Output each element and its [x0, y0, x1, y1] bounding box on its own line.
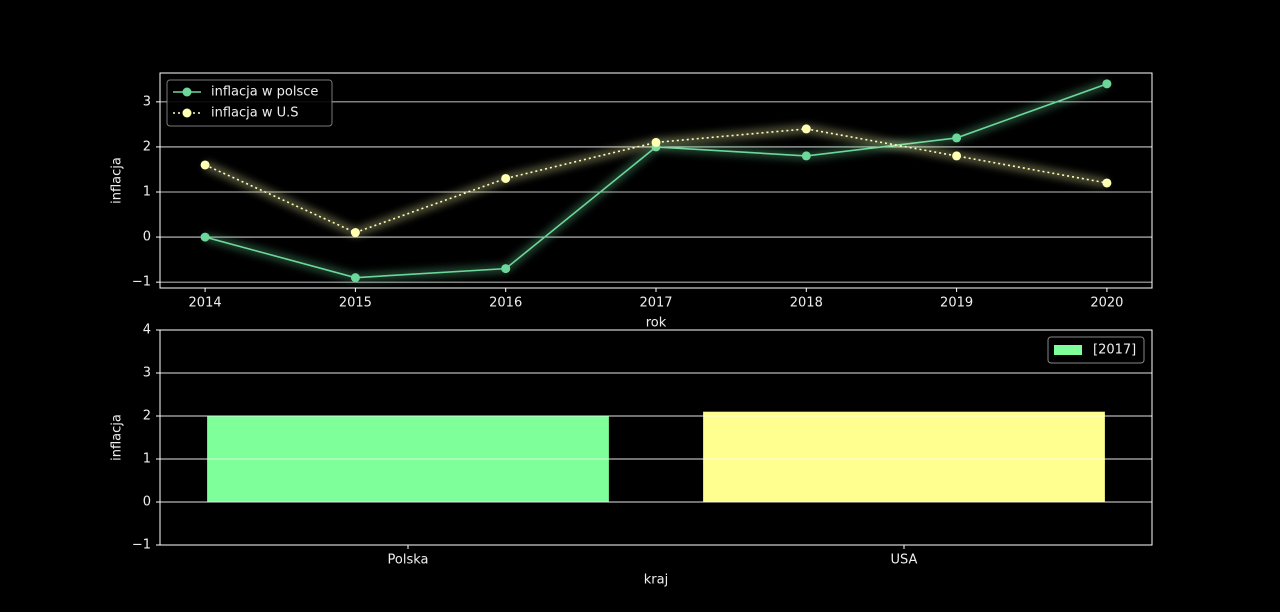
y-tick-label: −1 — [132, 275, 151, 290]
y-tick-label: 2 — [143, 409, 151, 424]
legend-box — [166, 79, 333, 127]
y-tick-label: 1 — [143, 184, 151, 199]
legend-marker — [182, 108, 192, 118]
y-tick-label: 1 — [143, 452, 151, 467]
x-tick-label: 2019 — [940, 296, 973, 311]
y-tick-label: 2 — [143, 139, 151, 154]
point — [1102, 79, 1112, 89]
y-tick-label: 3 — [143, 366, 151, 381]
legend-label: [2017] — [1093, 343, 1136, 358]
plot-frame — [159, 72, 1153, 289]
x-tick-label: 2016 — [489, 296, 522, 311]
x-tick-label: USA — [891, 553, 918, 568]
point — [1102, 178, 1112, 188]
y-tick-label: −1 — [132, 538, 151, 553]
x-axis-label: rok — [646, 316, 667, 331]
point — [952, 151, 962, 161]
y-tick-label: 0 — [143, 230, 151, 245]
point — [350, 273, 360, 283]
x-tick-label: 2020 — [1090, 296, 1123, 311]
y-axis-label: inflacja — [110, 157, 125, 204]
point — [350, 228, 360, 238]
x-axis-label: kraj — [644, 573, 668, 588]
y-tick-label: 3 — [143, 94, 151, 109]
x-tick-label: 2015 — [339, 296, 372, 311]
x-tick-label: Polska — [388, 553, 429, 568]
legend-label: inflacja w polsce — [211, 85, 318, 100]
point — [501, 173, 511, 183]
point — [501, 264, 511, 274]
point — [952, 133, 962, 143]
y-axis-label: inflacja — [110, 414, 125, 461]
legend-label: inflacja w U.S — [211, 106, 299, 121]
bar — [703, 411, 1105, 502]
x-tick-label: 2017 — [639, 296, 672, 311]
point — [801, 124, 811, 134]
point — [200, 232, 210, 242]
point — [651, 137, 661, 147]
x-tick-label: 2018 — [790, 296, 823, 311]
point — [200, 160, 210, 170]
point — [801, 151, 811, 161]
y-tick-label: 4 — [143, 323, 151, 338]
legend-marker — [182, 87, 192, 97]
legend-patch — [1054, 345, 1082, 355]
y-tick-label: 0 — [143, 495, 151, 510]
plot-frame — [159, 329, 1153, 546]
x-tick-label: 2014 — [189, 296, 222, 311]
legend-box — [1047, 336, 1145, 364]
